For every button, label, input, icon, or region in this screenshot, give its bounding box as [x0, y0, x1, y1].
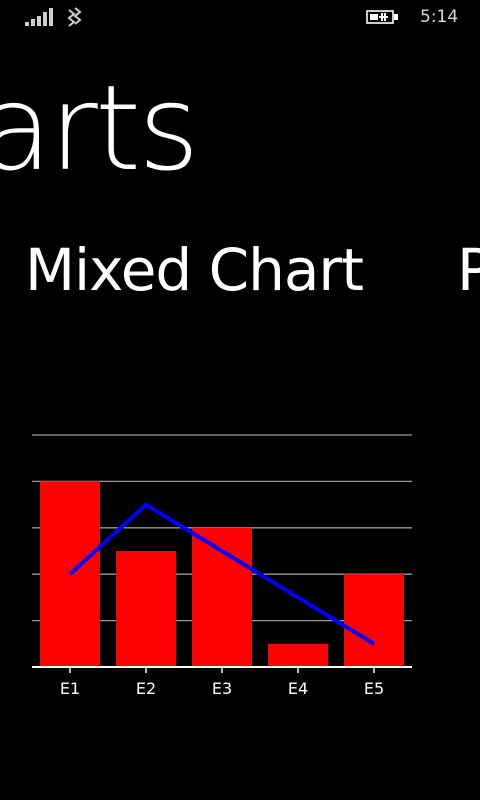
- chart-bar-e5: [344, 574, 404, 667]
- wifi-icon: [67, 7, 82, 27]
- status-bar: 5:14: [0, 0, 480, 34]
- app-title: arts: [0, 59, 200, 197]
- chart-line-series: [68, 502, 376, 646]
- chart-bar-e2: [116, 551, 176, 667]
- signal-bars-icon: [25, 8, 53, 26]
- pivot-item-mixed-chart[interactable]: Mixed Chart: [25, 236, 364, 304]
- battery-charging-icon: [366, 10, 398, 24]
- chart-x-tick-label: E1: [60, 679, 80, 698]
- chart-x-tick-label: E5: [364, 679, 384, 698]
- status-clock: 5:14: [420, 7, 459, 27]
- pivot-item-next[interactable]: P: [457, 236, 480, 304]
- chart-bar-e4: [268, 643, 328, 667]
- chart-bar-e1: [40, 481, 100, 667]
- chart-x-tick-label: E2: [136, 679, 156, 698]
- chart-x-tick-label: E4: [288, 679, 308, 698]
- chart-x-tick-label: E3: [212, 679, 232, 698]
- mixed-chart: E1 E2 E3 E4 E5: [32, 434, 412, 698]
